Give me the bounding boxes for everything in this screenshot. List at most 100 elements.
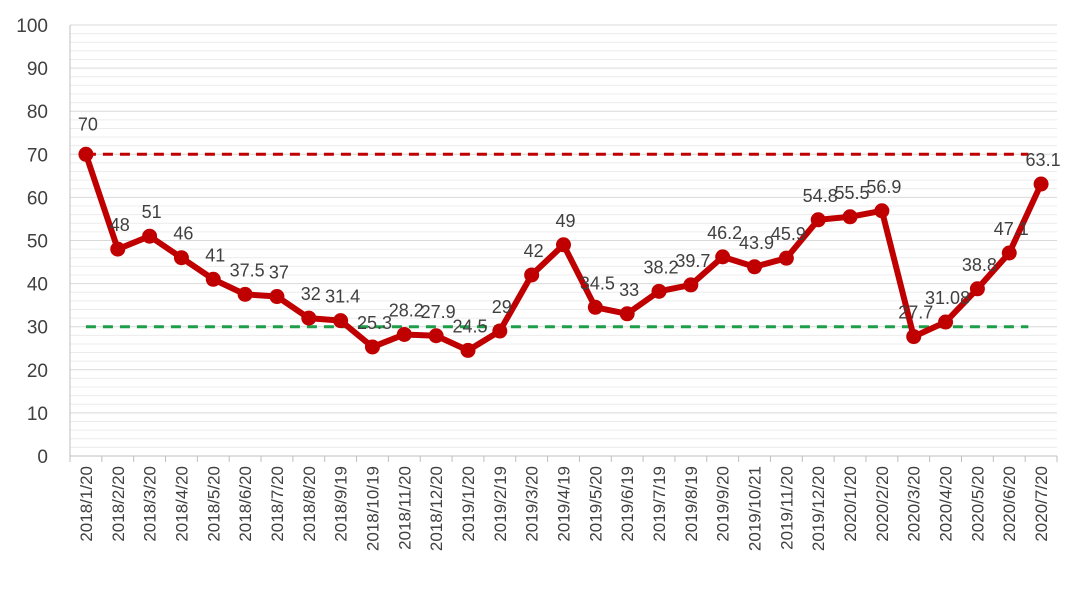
y-tick-label: 80 (27, 102, 48, 123)
data-label: 48 (110, 215, 130, 235)
data-point (492, 323, 508, 339)
x-tick-label: 2020/2/20 (873, 466, 892, 542)
data-point (1033, 176, 1049, 192)
x-tick-label: 2020/7/20 (1032, 466, 1051, 542)
data-point (173, 250, 189, 266)
data-point (364, 339, 380, 355)
data-point (906, 329, 922, 345)
y-tick-label: 20 (27, 361, 48, 382)
data-label: 56.9 (866, 177, 901, 197)
data-label: 37 (269, 263, 289, 283)
x-tick-label: 2019/7/19 (650, 466, 669, 542)
data-label: 33 (619, 280, 639, 300)
y-tick-label: 50 (27, 232, 48, 253)
data-label: 27.7 (898, 303, 933, 323)
data-label: 39.7 (675, 251, 710, 271)
x-tick-label: 2019/10/21 (746, 466, 765, 551)
data-label: 31.08 (925, 288, 970, 308)
x-tick-label: 2018/8/20 (300, 466, 319, 542)
y-axis: 0 10 20 30 40 50 60 70 80 90 100 (16, 16, 71, 468)
x-tick-label: 2019/9/20 (714, 466, 733, 542)
data-label: 25.3 (357, 313, 392, 333)
y-tick-label: 10 (27, 404, 48, 425)
data-point (683, 277, 699, 293)
x-tick-label: 2020/4/20 (937, 466, 956, 542)
y-tick-label: 0 (37, 447, 48, 468)
data-point (110, 241, 126, 257)
data-point (205, 271, 221, 287)
x-tick-label: 2018/12/20 (427, 466, 446, 551)
x-tick-label: 2019/11/20 (777, 466, 796, 550)
data-point (587, 299, 603, 315)
data-point (396, 326, 412, 342)
x-tick-label: 2020/6/20 (1000, 466, 1019, 542)
data-point (333, 313, 349, 329)
x-tick-label: 2018/5/20 (204, 466, 223, 542)
data-point (428, 328, 444, 344)
data-label: 43.9 (739, 233, 774, 253)
x-tick-label: 2018/1/20 (77, 466, 96, 542)
y-tick-label: 70 (27, 145, 48, 166)
data-point (619, 306, 635, 322)
data-label: 46.2 (707, 223, 742, 243)
data-point (810, 212, 826, 228)
x-tick-label: 2018/4/20 (172, 466, 191, 542)
data-label: 34.5 (580, 273, 615, 293)
x-tick-label: 2019/6/19 (618, 466, 637, 542)
x-tick-label: 2018/11/20 (395, 466, 414, 550)
data-point (460, 342, 476, 358)
x-tick-label: 2018/7/20 (268, 466, 287, 542)
y-tick-label: 30 (27, 318, 48, 339)
data-point (651, 283, 667, 299)
x-tick-label: 2020/1/20 (841, 466, 860, 542)
data-point (142, 228, 158, 244)
x-tick-label: 2019/1/20 (459, 466, 478, 542)
x-axis: 2018/1/20 2018/2/20 2018/3/20 2018/4/20 2018… (69, 455, 1058, 551)
x-tick-label: 2019/8/19 (682, 466, 701, 542)
data-point (747, 259, 763, 275)
x-tick-label: 2019/2/19 (491, 466, 510, 542)
data-label: 31.4 (325, 287, 360, 307)
data-label: 24.5 (452, 316, 487, 336)
data-label: 45.9 (771, 224, 806, 244)
data-point (715, 249, 731, 265)
data-label: 46 (173, 224, 193, 244)
x-tick-label: 2018/10/19 (363, 466, 382, 551)
data-point (874, 203, 890, 219)
data-point (842, 209, 858, 225)
y-tick-label: 40 (27, 275, 48, 296)
data-point (269, 289, 285, 305)
data-label: 70 (78, 114, 98, 134)
y-tick-label: 100 (16, 16, 48, 37)
data-label: 37.5 (230, 260, 265, 280)
series (78, 146, 1049, 358)
x-tick-label: 2019/4/19 (555, 466, 574, 542)
x-tick-label: 2019/5/20 (586, 466, 605, 542)
x-tick-label: 2019/12/20 (809, 466, 828, 551)
data-point (1001, 245, 1017, 261)
data-point (938, 314, 954, 330)
data-label: 32 (301, 284, 321, 304)
data-point (969, 281, 985, 297)
data-label: 63.1 (1026, 150, 1061, 170)
data-label: 27.9 (421, 302, 456, 322)
data-point (78, 146, 94, 162)
data-label: 49 (555, 211, 575, 231)
data-point (524, 267, 540, 283)
x-tick-label: 2020/3/20 (905, 466, 924, 542)
data-label: 38.2 (643, 257, 678, 277)
data-label: 28.2 (389, 300, 424, 320)
data-label: 55.5 (835, 183, 870, 203)
data-label: 29 (492, 297, 512, 317)
data-label: 38.8 (962, 255, 997, 275)
y-tick-label: 90 (27, 59, 48, 80)
data-label: 51 (142, 202, 162, 222)
data-label: 47.1 (994, 219, 1029, 239)
data-point (237, 286, 253, 302)
x-tick-label: 2018/9/19 (332, 466, 351, 542)
y-tick-label: 60 (27, 188, 48, 209)
data-label: 54.8 (803, 186, 838, 206)
data-label: 42 (524, 241, 544, 261)
